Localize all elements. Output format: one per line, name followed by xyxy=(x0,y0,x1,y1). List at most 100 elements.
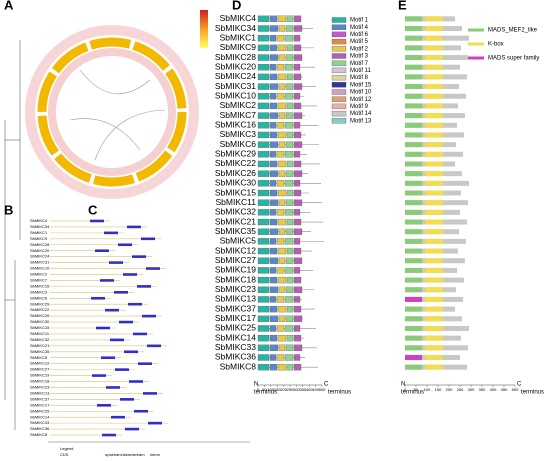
motif-box xyxy=(277,131,287,139)
motif-box xyxy=(286,73,294,81)
motif-box xyxy=(269,218,278,226)
tree-label: SbMIKC29 xyxy=(30,301,50,306)
gene-label: SbMIKC12 xyxy=(215,245,256,255)
gene-label: SbMIKC10 xyxy=(215,90,256,100)
motif-box xyxy=(293,296,301,303)
motif-legend-swatch xyxy=(331,118,347,124)
domain-box xyxy=(405,190,422,196)
motif-box xyxy=(293,93,301,100)
motif-box xyxy=(269,315,279,322)
cds xyxy=(100,279,114,282)
panel-label: C xyxy=(88,202,98,217)
tree-label: SbMIKC3 xyxy=(30,289,48,294)
motif-box xyxy=(276,267,285,274)
motif-box xyxy=(257,344,270,351)
gene-label: SbMIKC3 xyxy=(220,129,257,139)
gene-label: SbMIKC23 xyxy=(215,284,256,294)
gene-label: SbMIKC31 xyxy=(215,81,256,91)
motif-box xyxy=(278,228,286,235)
motif-box xyxy=(257,44,270,52)
domain-box xyxy=(405,16,422,22)
domain-box xyxy=(425,335,443,341)
motif-box xyxy=(293,151,301,158)
domain-box xyxy=(425,93,443,99)
motif-legend-swatch xyxy=(331,31,347,38)
motif-box xyxy=(276,93,285,100)
motif-box xyxy=(293,325,301,332)
circos xyxy=(25,10,208,199)
tree-label: SbMIKC27 xyxy=(30,367,50,372)
motif-box xyxy=(269,228,279,235)
motif-box xyxy=(278,315,286,322)
motif-box xyxy=(293,218,302,226)
tree-label: SbMIKC10 xyxy=(30,266,50,271)
motif-box xyxy=(285,141,294,148)
motif-box xyxy=(257,257,270,264)
tree-label: SbMIKC24 xyxy=(30,254,50,259)
motif-box xyxy=(293,54,303,61)
gene-label: SbMIKC17 xyxy=(215,313,256,323)
tick-label: 300 xyxy=(293,387,300,392)
domain-box xyxy=(405,200,422,206)
motif-box xyxy=(257,305,270,313)
motif-box xyxy=(276,64,285,71)
tree-label: SbMIKC35 xyxy=(30,349,50,354)
motif-box xyxy=(257,112,270,119)
tick-label: 400 xyxy=(490,387,497,392)
domain-legend-label: K-box xyxy=(488,42,504,48)
domain-box xyxy=(405,209,422,215)
cds xyxy=(101,356,115,360)
domain-box xyxy=(405,64,422,70)
legend-item: CDS xyxy=(60,452,69,457)
domain-box xyxy=(425,345,443,351)
motif-box xyxy=(293,315,303,322)
motif-box xyxy=(293,170,303,177)
gene-label: SbMIKC35 xyxy=(215,226,256,236)
motif-legend-swatch xyxy=(331,110,347,117)
motif-box xyxy=(284,296,294,303)
cds xyxy=(128,302,142,306)
tree-label: SbMIKC20 xyxy=(30,248,50,253)
motif-box xyxy=(257,180,270,187)
domain-box xyxy=(425,103,443,109)
motif-box xyxy=(286,102,294,110)
domain-box xyxy=(405,26,422,32)
motif-legend-swatch xyxy=(331,17,347,23)
motif-box xyxy=(278,170,286,177)
motif-box xyxy=(285,25,294,32)
motif-box xyxy=(278,286,286,293)
cds xyxy=(106,386,120,389)
motif-box xyxy=(293,112,303,119)
gene-label: SbMIKC22 xyxy=(215,158,256,168)
motif-box xyxy=(278,344,286,351)
domain-box xyxy=(425,316,443,322)
motif-box xyxy=(284,325,294,332)
motif-box xyxy=(257,160,270,168)
domain-box xyxy=(425,55,443,61)
motif-box xyxy=(293,73,302,81)
cds xyxy=(127,225,141,229)
gene-label: SbMIKC16 xyxy=(215,120,256,130)
motif-box xyxy=(293,189,302,197)
motif-box xyxy=(286,276,294,284)
tick-label: 250 xyxy=(457,387,464,392)
motif-box xyxy=(286,44,294,52)
motif-box xyxy=(269,189,278,197)
motif-legend-label: Motif 4 xyxy=(350,25,369,31)
cds xyxy=(125,427,139,431)
motif-box xyxy=(269,276,278,284)
motif-box xyxy=(293,180,301,187)
domain-legend-swatch xyxy=(468,56,484,60)
gene-label: SbMIKC2 xyxy=(220,100,257,110)
motif-box xyxy=(286,189,294,197)
motif-box xyxy=(284,209,294,216)
motif-box xyxy=(284,64,294,71)
tree-label: SbMIKC28 xyxy=(30,242,50,247)
motif-box xyxy=(284,93,294,100)
domain-box xyxy=(405,277,422,283)
motif-legend-label: Motif 9 xyxy=(350,104,369,110)
motif-box xyxy=(257,238,270,245)
motif-box xyxy=(269,199,279,206)
domain-box xyxy=(405,267,422,273)
cds xyxy=(96,326,110,330)
